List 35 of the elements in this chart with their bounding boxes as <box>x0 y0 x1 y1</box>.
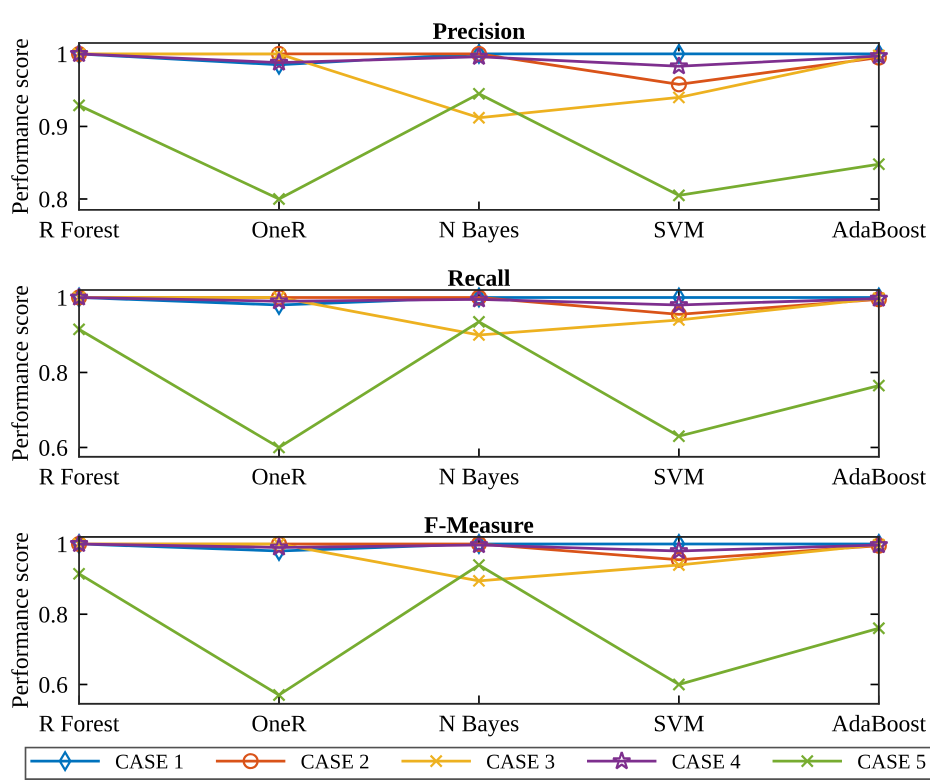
y-tick-label: 1 <box>58 290 67 306</box>
y-tick-label: 0.9 <box>39 118 67 135</box>
x-tick-label: SVM <box>654 716 704 732</box>
x-tick-label: OneR <box>252 222 307 238</box>
x-tick-label: AdaBoost <box>832 714 926 732</box>
y-tick-label: 0.6 <box>39 440 68 456</box>
y-axis-title: Performance score <box>11 286 28 461</box>
x-tick-label: SVM <box>654 222 704 238</box>
x-tick-label: R Forest <box>39 716 120 732</box>
legend-label: CASE 4 <box>672 754 740 769</box>
x-tick-label: N Bayes <box>439 222 518 242</box>
legend-label: CASE 3 <box>487 754 554 769</box>
y-axis-title: Performance score <box>11 39 28 214</box>
x-tick-label: R Forest <box>39 222 120 238</box>
y-axis-title: Performance score <box>11 533 28 708</box>
x-tick-label: N Bayes <box>439 716 518 736</box>
chart-title: Precision <box>433 22 525 40</box>
x-tick-label: AdaBoost <box>832 468 926 485</box>
x-tick-label: R Forest <box>39 468 120 485</box>
y-tick-label: 0.6 <box>39 676 68 694</box>
x-tick-label: AdaBoost <box>832 220 926 238</box>
y-tick-label: 1 <box>58 46 67 62</box>
x-tick-label: N Bayes <box>439 468 518 490</box>
legend-label: CASE 5 <box>858 754 926 769</box>
chart-title: Recall <box>448 269 510 286</box>
y-tick-label: 0.8 <box>39 606 68 623</box>
legend-label: CASE 2 <box>301 754 368 769</box>
legend-label: CASE 1 <box>116 754 183 769</box>
x-tick-label: SVM <box>654 468 704 485</box>
chart-title: F-Measure <box>424 517 534 534</box>
y-tick-label: 0.8 <box>39 364 68 381</box>
x-tick-label: OneR <box>252 468 307 485</box>
y-tick-label: 0.8 <box>39 191 68 208</box>
x-tick-label: OneR <box>252 716 307 732</box>
y-tick-label: 1 <box>58 536 67 552</box>
